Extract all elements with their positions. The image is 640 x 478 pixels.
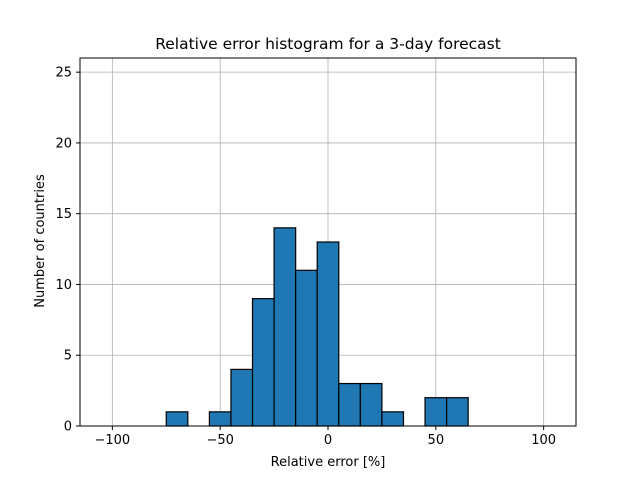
histogram-bar (165, 411, 189, 427)
x-tick-label: 100 (531, 433, 556, 448)
x-tick-label: −50 (206, 433, 233, 448)
histogram-bar (381, 411, 405, 427)
histogram-bar (273, 227, 297, 427)
x-axis-ticks: −100 −50 0 50 100 (94, 426, 556, 448)
histogram-bar (316, 241, 340, 427)
histogram-bars (165, 227, 469, 427)
histogram-bar (230, 368, 254, 427)
histogram-bar (359, 382, 383, 427)
y-tick-label: 25 (55, 66, 72, 81)
histogram-bar (208, 411, 232, 427)
x-axis-label: Relative error [%] (271, 455, 386, 470)
y-tick-label: 0 (64, 420, 72, 435)
y-tick-label: 20 (55, 136, 72, 151)
histogram-bar (338, 382, 361, 427)
histogram-bar (295, 269, 318, 427)
y-axis-ticks: 0 5 10 15 20 25 (55, 66, 80, 435)
x-tick-label: −100 (94, 433, 130, 448)
x-tick-label: 0 (324, 433, 332, 448)
histogram-bar (424, 397, 448, 427)
chart-title: Relative error histogram for a 3-day for… (155, 35, 501, 53)
histogram-bar (251, 298, 275, 427)
y-tick-label: 5 (64, 349, 72, 364)
y-tick-label: 10 (55, 278, 72, 293)
histogram-bar (446, 397, 469, 427)
y-axis-label: Number of countries (33, 174, 48, 308)
y-tick-label: 15 (55, 207, 72, 222)
x-tick-label: 50 (428, 433, 445, 448)
